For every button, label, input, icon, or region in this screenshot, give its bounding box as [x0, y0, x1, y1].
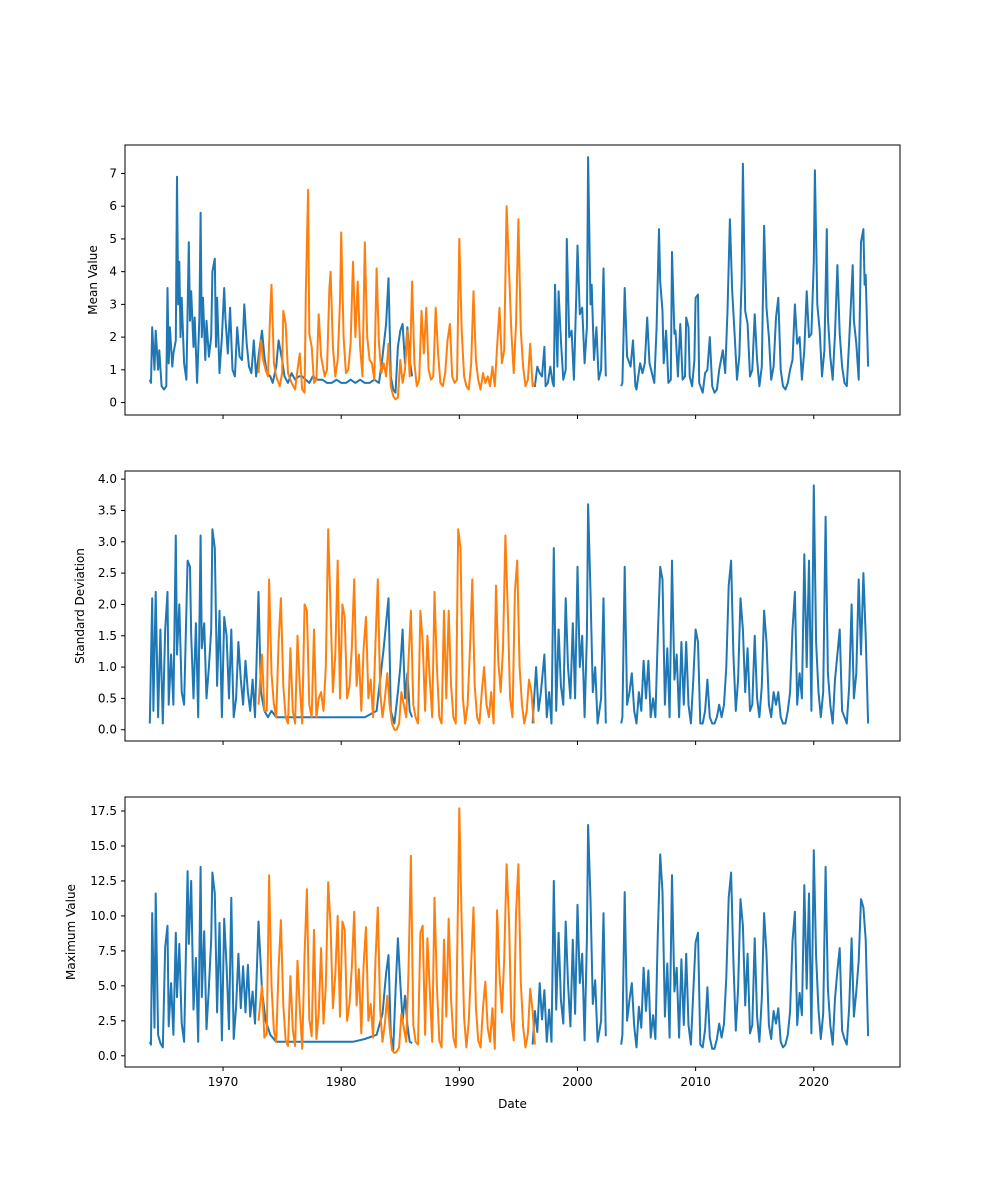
mean-value-ytick-label: 4: [109, 265, 117, 279]
xtick-label: 1980: [326, 1075, 357, 1089]
mean-value-y-axis-title: Mean Value: [86, 245, 100, 314]
maximum-value-ytick-label: 12.5: [90, 874, 117, 888]
mean-value-panel: 0 1 2 3 4 5 6 7 Mean Value: [86, 144, 901, 419]
xtick-label: 2020: [798, 1075, 829, 1089]
standard-deviation-ytick-label: 1.0: [98, 660, 117, 674]
standard-deviation-blue-series-line: [620, 484, 870, 725]
maximum-value-ytick-label: 2.5: [98, 1014, 117, 1028]
maximum-value-y-axis-title: Maximum Value: [64, 884, 78, 980]
maximum-value-panel: 0.0 2.5 5.0 7.5 10.0 12.5 15.0 17.5 1970 1980 1990…: [64, 796, 901, 1111]
standard-deviation-ytick-label: 2.0: [98, 597, 117, 611]
mean-value-plot-frame: [124, 144, 901, 416]
standard-deviation-blue-series-line: [148, 528, 414, 725]
maximum-value-ytick-label: 17.5: [90, 804, 117, 818]
standard-deviation-ytick-label: 3.0: [98, 535, 117, 549]
standard-deviation-plot-frame: [124, 470, 901, 742]
standard-deviation-blue-series-line: [531, 503, 607, 725]
mean-value-blue-series-line: [531, 156, 607, 388]
xtick-label: 2000: [562, 1075, 593, 1089]
standard-deviation-y-axis-title: Standard Deviation: [73, 548, 87, 664]
standard-deviation-ytick-label: 4.0: [98, 472, 117, 486]
mean-value-ytick-label: 3: [109, 297, 117, 311]
standard-deviation-ytick-label: 1.5: [98, 629, 117, 643]
standard-deviation-orange-series-line: [257, 528, 535, 731]
standard-deviation-ytick-label: 3.5: [98, 503, 117, 517]
maximum-value-orange-series-line: [257, 807, 536, 1054]
maximum-value-plot-frame: [124, 796, 901, 1068]
maximum-value-blue-series-line: [148, 865, 413, 1052]
x-axis-title: Date: [498, 1097, 527, 1111]
xtick-label: 1990: [444, 1075, 475, 1089]
mean-value-ytick-label: 5: [109, 232, 117, 246]
xtick-label: 2010: [680, 1075, 711, 1089]
standard-deviation-ytick-label: 0.5: [98, 691, 117, 705]
mean-value-blue-series-line: [620, 162, 870, 394]
mean-value-ytick-label: 1: [109, 363, 117, 377]
standard-deviation-ytick-label: 0.0: [98, 723, 117, 737]
maximum-value-ytick-label: 10.0: [90, 909, 117, 923]
mean-value-ytick-label: 2: [109, 330, 117, 344]
mean-value-blue-series-line: [148, 175, 414, 394]
standard-deviation-ytick-label: 2.5: [98, 566, 117, 580]
standard-deviation-panel: 0.0 0.5 1.0 1.5 2.0 2.5 3.0 3.5 4.0 Standard Devi…: [73, 470, 901, 745]
maximum-value-ytick-label: 7.5: [98, 944, 117, 958]
maximum-value-blue-series-line: [620, 849, 870, 1050]
mean-value-ytick-label: 6: [109, 199, 117, 213]
mean-value-ytick-label: 0: [109, 396, 117, 410]
xtick-label: 1970: [208, 1075, 239, 1089]
maximum-value-blue-series-line: [531, 824, 607, 1045]
mean-value-orange-series-line: [257, 188, 536, 401]
maximum-value-ytick-label: 5.0: [98, 979, 117, 993]
mean-value-ytick-label: 7: [109, 166, 117, 180]
maximum-value-ytick-label: 15.0: [90, 839, 117, 853]
maximum-value-ytick-label: 0.0: [98, 1049, 117, 1063]
